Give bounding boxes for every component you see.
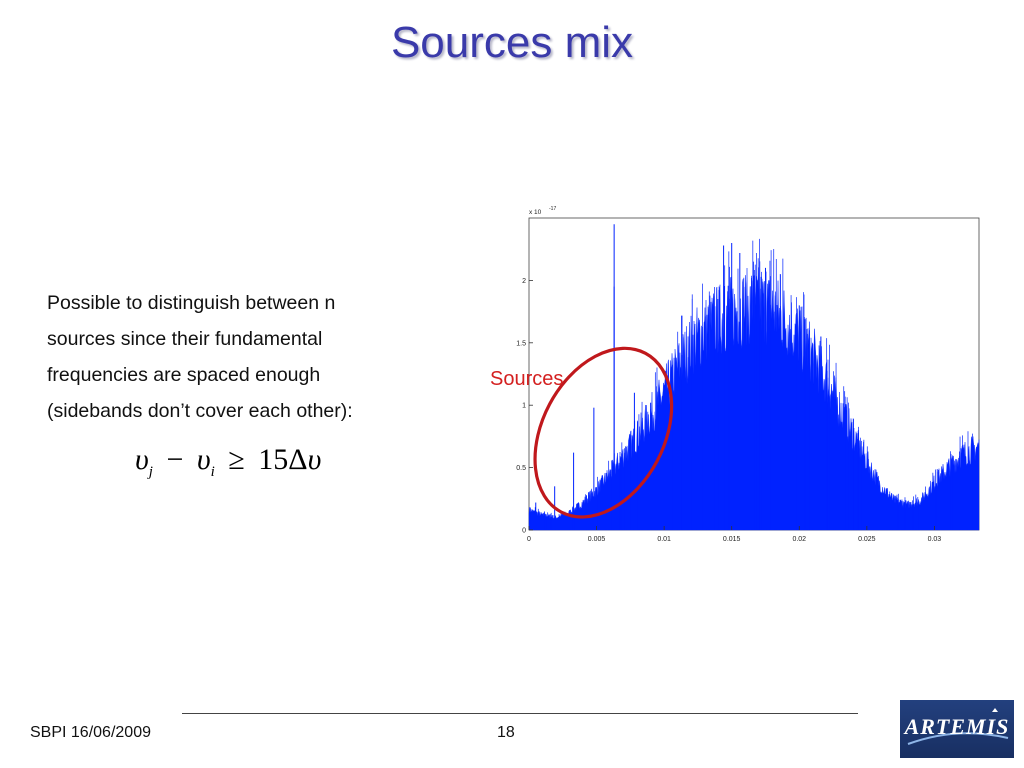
logo-text: ARTEMIS [904,714,1010,739]
formula-nu-i: υ [196,443,211,476]
x-tick-label: 0.02 [792,536,806,543]
x-tick-label: 0.03 [928,536,942,543]
x-tick-label: 0.025 [858,536,876,543]
formula-coefficient: 15 [258,443,289,476]
body-line: (sidebands don’t cover each other): [47,400,353,422]
y-tick-label: 0.5 [516,465,526,472]
body-line: frequencies are spaced enough [47,364,321,386]
body-text: Possible to distinguish between n source… [47,285,467,429]
y-tick-label: 1.5 [516,340,526,347]
page-number: 18 [497,724,515,741]
formula-minus: − [166,443,184,476]
x-tick-label: 0.015 [723,536,741,543]
spacing-formula: υj − υi ≥ 15Δυ [135,443,321,481]
formula-sub-j: j [148,464,153,480]
slide-title: Sources mix [390,18,634,67]
y-tick-label: 1 [522,403,526,410]
y-exponent-label: x 10 [529,209,542,216]
formula-sub-i: i [210,464,215,480]
formula-nu-j: υ [135,443,149,476]
y-exponent-power: -17 [549,206,556,212]
spectrum-chart: 0 0.005 0.01 0.015 0.02 0.025 0.03 0 0.5 1 1.5 2 x 1… [516,206,980,543]
logo-swoosh [907,708,1009,745]
x-tick-label: 0.01 [657,536,671,543]
formula-delta: Δ [288,443,308,476]
footer-date: SBPI 16/06/2009 [30,724,151,741]
body-line: Possible to distinguish between n [47,292,336,314]
x-tick-label: 0.005 [588,536,606,543]
x-tick-label: 0 [527,536,531,543]
y-tick-label: 0 [522,528,526,535]
sources-ellipse [533,346,674,519]
formula-nu: υ [307,443,322,476]
sources-annotation: Sources [490,368,564,390]
y-tick-label: 2 [522,278,526,285]
body-line: sources since their fundamental [47,328,323,350]
artemis-logo: ARTEMIS [900,700,1014,758]
formula-geq: ≥ [228,443,245,476]
footer-divider [182,713,858,714]
